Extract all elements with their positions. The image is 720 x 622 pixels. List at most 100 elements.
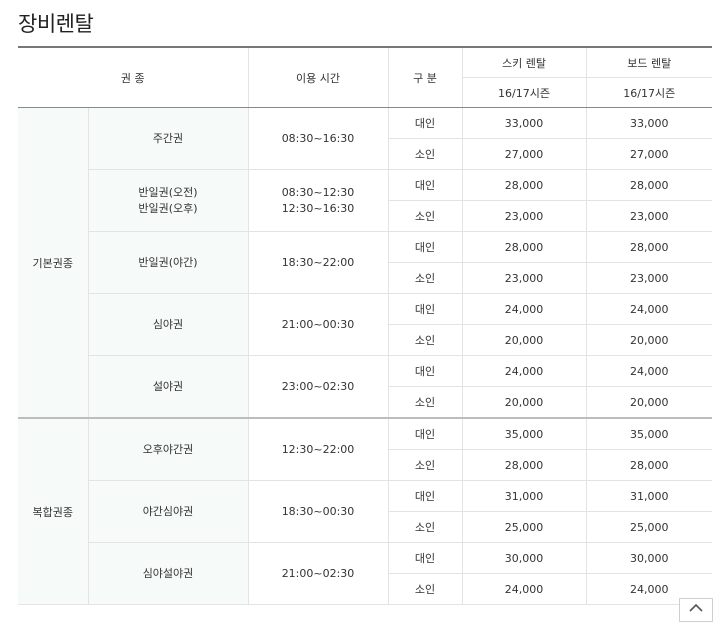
header-ski-season: 16/17시즌: [462, 77, 587, 108]
ticket-name-line: 오후야간권: [142, 442, 194, 456]
division-cell: 대인: [388, 169, 463, 201]
usage-time-line: 08:30~12:30: [281, 185, 355, 199]
rental-table-body: 기본권종 주간권 08:30~16:30 대인 33,000 33,000 소인 27,000…: [18, 107, 712, 605]
table-row: 소인 25,000 25,000: [18, 511, 712, 543]
division-cell: 대인: [388, 355, 463, 387]
header-ticket-type: 권 종: [18, 46, 249, 108]
division-cell: 소인: [388, 573, 463, 605]
board-price-cell: 28,000: [586, 449, 712, 481]
category-cell: 복합권종: [18, 417, 89, 605]
ticket-name-cell: 반일권(야간): [88, 231, 249, 294]
ski-price-cell: 33,000: [462, 107, 587, 139]
header-division: 구 분: [388, 46, 463, 108]
board-price-cell: 30,000: [586, 542, 712, 574]
usage-time-line: 18:30~22:00: [281, 255, 355, 269]
ticket-name-line: 심야권: [152, 317, 184, 331]
ticket-name-line: 반일권(오후): [138, 201, 198, 215]
usage-time-line: 21:00~02:30: [281, 566, 355, 580]
division-cell: 소인: [388, 200, 463, 232]
table-row: 소인 27,000 27,000: [18, 138, 712, 170]
ski-price-cell: 30,000: [462, 542, 587, 574]
division-cell: 대인: [388, 480, 463, 512]
ski-price-cell: 20,000: [462, 386, 587, 419]
usage-time-line: 21:00~00:30: [281, 317, 355, 331]
ticket-name-cell: 심야설야권: [88, 542, 249, 605]
division-cell: 대인: [388, 293, 463, 325]
board-price-cell: 33,000: [586, 107, 712, 139]
header-usage-time: 이용 시간: [248, 46, 389, 108]
chevron-up-icon: [689, 603, 703, 612]
board-price-cell: 35,000: [586, 417, 712, 450]
ticket-name-line: 반일권(야간): [138, 255, 198, 269]
usage-time-cell: 12:30~22:00: [248, 417, 389, 481]
division-cell: 대인: [388, 231, 463, 263]
board-price-cell: 28,000: [586, 169, 712, 201]
ski-price-cell: 31,000: [462, 480, 587, 512]
usage-time-line: 12:30~22:00: [281, 442, 355, 456]
ski-price-cell: 27,000: [462, 138, 587, 170]
division-cell: 소인: [388, 511, 463, 543]
division-cell: 대인: [388, 107, 463, 139]
category-cell: 기본권종: [18, 107, 89, 419]
table-row: 야간심야권 18:30~00:30 대인 31,000 31,000: [18, 480, 712, 543]
board-price-cell: 23,000: [586, 200, 712, 232]
ticket-name-cell: 심야권: [88, 293, 249, 356]
table-row: 소인 23,000 23,000: [18, 200, 712, 232]
ski-price-cell: 25,000: [462, 511, 587, 543]
table-row: 반일권(오전) 반일권(오후) 08:30~12:30 12:30~16:30 대인 28…: [18, 169, 712, 232]
table-row: 기본권종 주간권 08:30~16:30 대인 33,000 33,000: [18, 107, 712, 419]
usage-time-line: 18:30~00:30: [281, 504, 355, 518]
usage-time-cell: 18:30~22:00: [248, 231, 389, 294]
ski-price-cell: 24,000: [462, 293, 587, 325]
board-price-cell: 27,000: [586, 138, 712, 170]
ticket-name-line: 반일권(오전): [138, 185, 198, 199]
ski-price-cell: 28,000: [462, 231, 587, 263]
usage-time-line: 23:00~02:30: [281, 379, 355, 393]
scroll-top-button[interactable]: [679, 598, 713, 622]
board-price-cell: 28,000: [586, 231, 712, 263]
usage-time-line: 12:30~16:30: [281, 201, 355, 215]
ticket-name-line: 주간권: [152, 131, 184, 145]
usage-time-cell: 18:30~00:30: [248, 480, 389, 543]
division-cell: 소인: [388, 386, 463, 419]
ski-price-cell: 23,000: [462, 262, 587, 294]
usage-time-line: 08:30~16:30: [281, 131, 355, 145]
board-price-cell: 25,000: [586, 511, 712, 543]
table-row: 소인 20,000 20,000: [18, 386, 712, 419]
division-cell: 소인: [388, 449, 463, 481]
division-cell: 소인: [388, 138, 463, 170]
division-cell: 소인: [388, 262, 463, 294]
ski-price-cell: 35,000: [462, 417, 587, 450]
board-price-cell: 24,000: [586, 293, 712, 325]
rental-price-table: 권 종 이용 시간 구 분 스키 렌탈 보드 렌탈 16/17시즌 16/17시…: [18, 46, 712, 605]
ticket-name-line: 야간심야권: [142, 504, 194, 518]
ticket-name-cell: 반일권(오전) 반일권(오후): [88, 169, 249, 232]
ticket-name-cell: 오후야간권: [88, 417, 249, 481]
ski-price-cell: 24,000: [462, 355, 587, 387]
table-row: 심야설야권 21:00~02:30 대인 30,000 30,000: [18, 542, 712, 605]
header-season-row: 16/17시즌 16/17시즌: [18, 77, 712, 108]
usage-time-cell: 23:00~02:30: [248, 355, 389, 419]
division-cell: 대인: [388, 417, 463, 450]
board-price-cell: 20,000: [586, 324, 712, 356]
table-row: 반일권(야간) 18:30~22:00 대인 28,000 28,000: [18, 231, 712, 294]
ski-price-cell: 28,000: [462, 449, 587, 481]
ski-price-cell: 24,000: [462, 573, 587, 605]
usage-time-cell: 21:00~00:30: [248, 293, 389, 356]
table-row: 소인 23,000 23,000: [18, 262, 712, 294]
table-row: 심야권 21:00~00:30 대인 24,000 24,000: [18, 293, 712, 356]
board-price-cell: 24,000: [586, 355, 712, 387]
header-ski-rental: 스키 렌탈: [462, 46, 587, 78]
ticket-name-cell: 설야권: [88, 355, 249, 419]
division-cell: 대인: [388, 542, 463, 574]
ski-price-cell: 28,000: [462, 169, 587, 201]
ticket-name-line: 심야설야권: [142, 566, 194, 580]
header-board-season: 16/17시즌: [586, 77, 712, 108]
ticket-name-cell: 야간심야권: [88, 480, 249, 543]
header-row: 권 종 이용 시간 구 분 스키 렌탈 보드 렌탈: [18, 46, 712, 108]
division-cell: 소인: [388, 324, 463, 356]
table-row: 설야권 23:00~02:30 대인 24,000 24,000: [18, 355, 712, 419]
board-price-cell: 20,000: [586, 386, 712, 419]
usage-time-cell: 08:30~12:30 12:30~16:30: [248, 169, 389, 232]
board-price-cell: 23,000: [586, 262, 712, 294]
